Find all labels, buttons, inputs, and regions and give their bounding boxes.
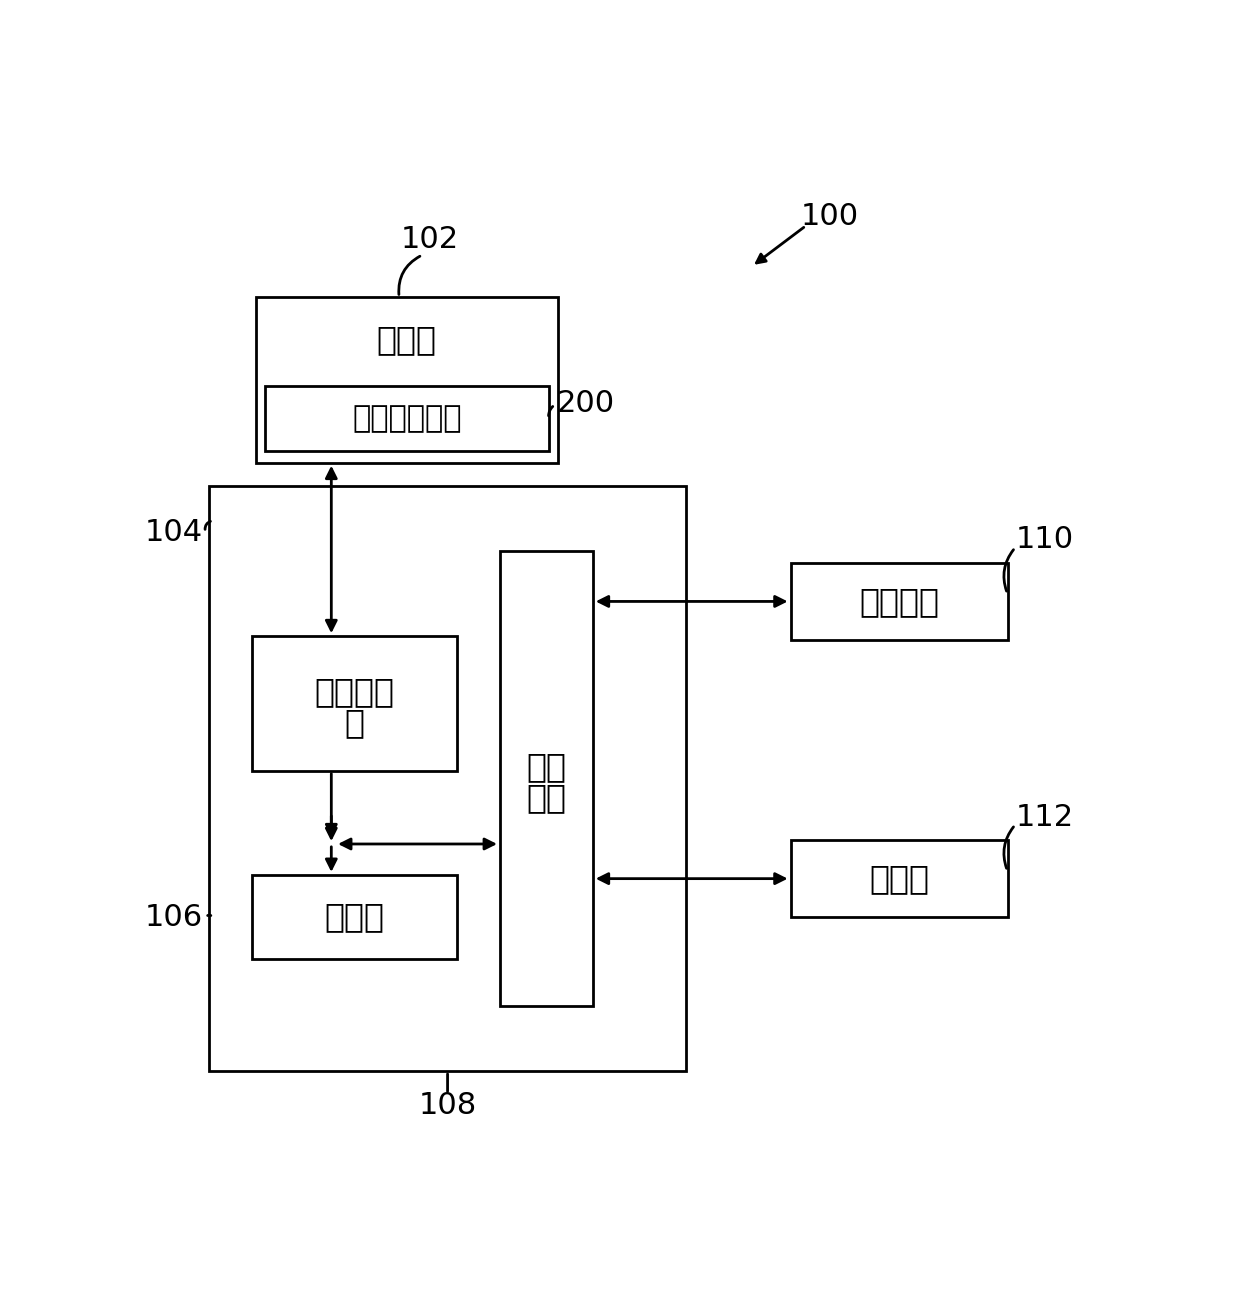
Bar xyxy=(252,636,458,771)
Text: 100: 100 xyxy=(800,201,858,230)
Bar xyxy=(252,875,458,959)
Text: 外设: 外设 xyxy=(526,750,567,783)
Text: 路线规划装置: 路线规划装置 xyxy=(352,404,461,433)
Text: 112: 112 xyxy=(1016,803,1074,832)
Text: 200: 200 xyxy=(557,388,615,417)
Text: 定位模块: 定位模块 xyxy=(859,584,939,619)
Text: 104: 104 xyxy=(145,517,203,546)
Bar xyxy=(791,563,1007,640)
Text: 108: 108 xyxy=(418,1091,476,1120)
Text: 存储器: 存储器 xyxy=(377,324,436,357)
Text: 102: 102 xyxy=(401,225,459,254)
Bar xyxy=(500,551,593,1005)
Bar xyxy=(210,486,686,1071)
Text: 传感器: 传感器 xyxy=(869,862,929,895)
Bar xyxy=(255,297,558,463)
Text: 106: 106 xyxy=(145,903,203,932)
Text: 存储控制: 存储控制 xyxy=(315,675,394,708)
Text: 处理器: 处理器 xyxy=(325,900,384,933)
Text: 110: 110 xyxy=(1016,525,1074,554)
Text: 接口: 接口 xyxy=(526,782,567,815)
Bar xyxy=(791,840,1007,917)
Text: 器: 器 xyxy=(345,707,365,740)
Bar xyxy=(265,386,549,451)
